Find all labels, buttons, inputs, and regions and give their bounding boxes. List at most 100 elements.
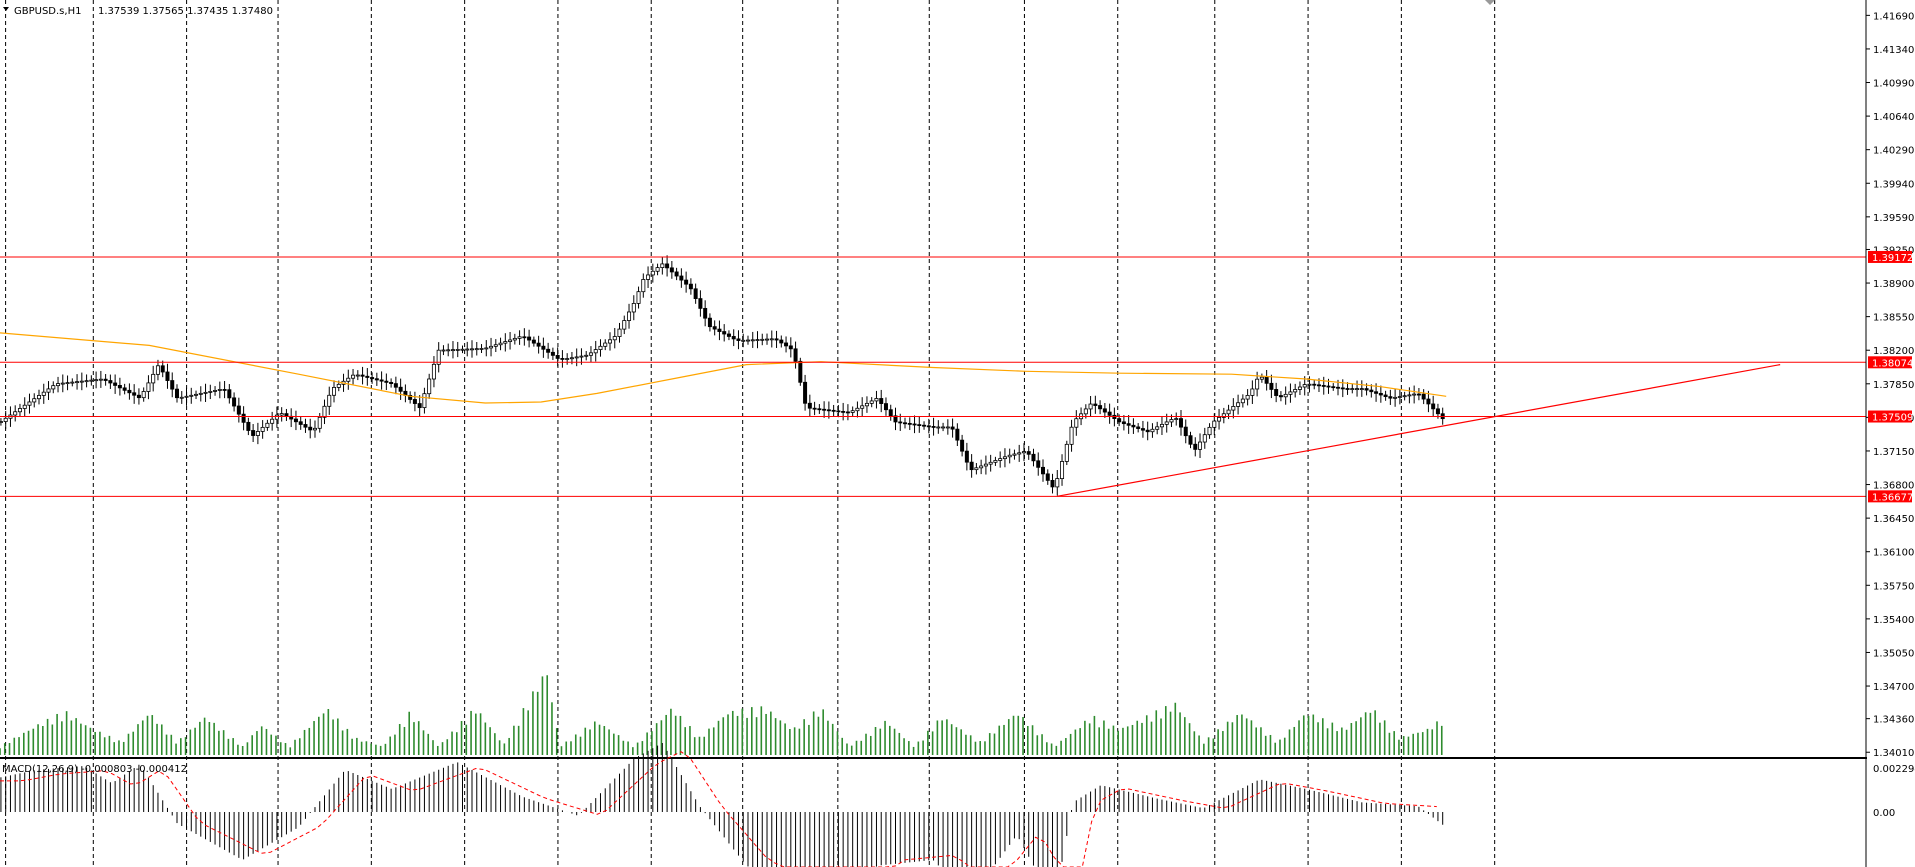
- candle-body: [455, 349, 460, 351]
- candle-body: [541, 345, 546, 350]
- candle-body: [427, 378, 432, 395]
- candle-body: [1145, 429, 1150, 433]
- candle-body: [627, 311, 632, 321]
- scroll-marker-icon[interactable]: [1485, 0, 1495, 5]
- candle-body: [1169, 419, 1174, 423]
- candle-body: [1293, 389, 1298, 393]
- candle-body: [27, 401, 32, 406]
- candle-body: [1336, 386, 1341, 389]
- candle-body: [251, 430, 256, 436]
- candle-body: [17, 408, 22, 413]
- candle-body: [703, 307, 708, 319]
- candle-body: [812, 407, 817, 410]
- volume-bars: [0, 675, 1443, 755]
- candle-body: [731, 336, 736, 340]
- candle-body: [588, 352, 593, 356]
- candle-body: [1021, 451, 1026, 454]
- candle-body: [160, 365, 165, 373]
- candle-body: [460, 348, 465, 351]
- price-tick-label: 1.35050: [1873, 648, 1914, 659]
- candle-body: [1297, 386, 1302, 390]
- macd-signal-line: [0, 751, 1437, 867]
- candle-body: [988, 461, 993, 465]
- candle-body: [508, 339, 513, 342]
- candle-body: [1431, 403, 1436, 410]
- candle-body: [1312, 383, 1317, 386]
- candle-body: [883, 403, 888, 411]
- candle-body: [717, 328, 722, 332]
- candle-body: [855, 407, 860, 412]
- candle-body: [1245, 395, 1250, 400]
- candle-body: [688, 283, 693, 290]
- candle-body: [1383, 394, 1388, 398]
- horizontal-levels[interactable]: [0, 256, 1866, 497]
- candle-body: [79, 380, 84, 383]
- candle-body: [1345, 388, 1350, 390]
- price-tick-label: 1.34700: [1873, 682, 1914, 693]
- candle-body: [903, 422, 908, 425]
- candle-body: [308, 426, 313, 431]
- candle-body: [179, 396, 184, 399]
- candle-body: [208, 390, 213, 393]
- candle-body: [736, 338, 741, 341]
- candle-body: [1193, 443, 1198, 450]
- candle-body: [1017, 452, 1022, 455]
- candle-body: [860, 405, 865, 409]
- candle-body: [1136, 426, 1141, 429]
- candle-body: [13, 411, 18, 416]
- price-axis[interactable]: 1.41690 1.41340 1.40990 1.40640 1.40290 1.399…: [1866, 11, 1914, 759]
- candle-body: [389, 381, 394, 385]
- candle-body: [1083, 408, 1088, 415]
- candle-body: [1355, 388, 1360, 390]
- candle-body: [1407, 394, 1412, 397]
- dropdown-arrow-icon[interactable]: [3, 7, 9, 11]
- candle-body: [450, 349, 455, 352]
- candle-body: [945, 426, 950, 429]
- candle-body: [1240, 398, 1245, 404]
- candle-body: [0, 421, 3, 423]
- candle-body: [398, 386, 403, 392]
- candle-body: [498, 342, 503, 346]
- candle-body: [646, 274, 651, 280]
- candle-body: [417, 403, 422, 409]
- candle-body: [998, 458, 1003, 461]
- candle-body: [1421, 393, 1426, 400]
- price-tick-label: 1.40990: [1873, 79, 1914, 90]
- moving-average-line: [0, 332, 1447, 404]
- candle-body: [1045, 473, 1050, 481]
- candle-body: [194, 393, 199, 396]
- candle-body: [51, 385, 56, 390]
- candle-body: [722, 331, 727, 335]
- candle-body: [365, 375, 370, 378]
- candle-body: [712, 326, 717, 330]
- candle-body: [798, 360, 803, 383]
- candle-body: [907, 422, 912, 425]
- candle-body: [874, 398, 879, 402]
- candle-body: [1226, 409, 1231, 415]
- candle-body: [1183, 426, 1188, 437]
- price-tick-label: 1.39940: [1873, 179, 1914, 190]
- candle-body: [598, 345, 603, 350]
- candle-body: [1174, 418, 1179, 420]
- trendline[interactable]: [1056, 364, 1781, 497]
- candle-body: [84, 380, 89, 383]
- macd-label: MACD(12,26,9) -0.000803 -0.000412: [2, 764, 187, 775]
- candle-body: [1264, 376, 1269, 384]
- candle-body: [1074, 418, 1079, 428]
- candle-body: [65, 382, 70, 385]
- candle-body: [841, 410, 846, 413]
- candle-body: [565, 358, 570, 360]
- candlesticks[interactable]: [0, 255, 1445, 496]
- candle-body: [236, 405, 241, 415]
- candle-body: [122, 387, 127, 391]
- candle-body: [512, 337, 517, 341]
- candle-body: [274, 414, 279, 420]
- candle-body: [888, 409, 893, 417]
- price-tick-label: 1.36450: [1873, 514, 1914, 525]
- price-tick-label: 1.38200: [1873, 346, 1914, 357]
- candle-body: [1288, 391, 1293, 395]
- candle-body: [641, 279, 646, 293]
- candle-body: [836, 410, 841, 413]
- candle-body: [265, 422, 270, 428]
